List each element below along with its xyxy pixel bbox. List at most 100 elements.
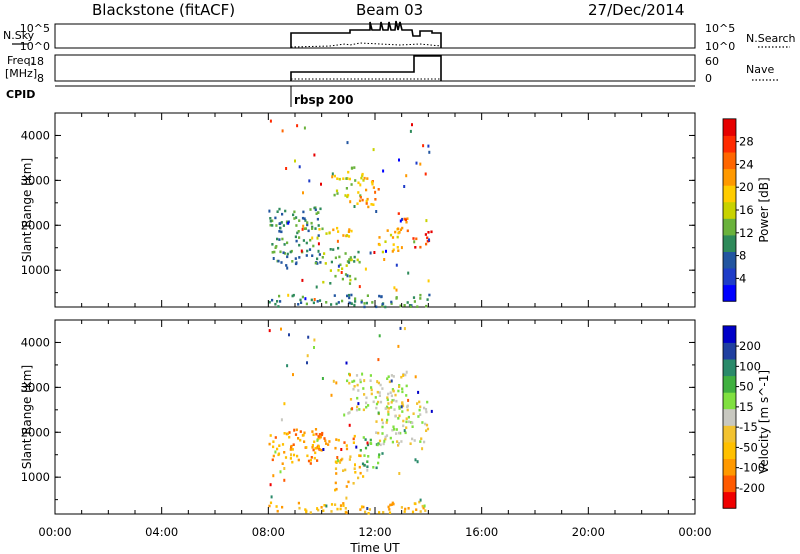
- velocity-cell: [377, 411, 380, 415]
- power-cell: [354, 297, 357, 300]
- power-cell: [383, 258, 386, 261]
- velocity-cell: [375, 466, 378, 470]
- velocity-cell: [370, 386, 373, 389]
- velocity-cell: [401, 387, 404, 391]
- power-cell: [334, 256, 337, 260]
- velocity-cell: [398, 472, 401, 475]
- velocity-cell: [306, 361, 308, 365]
- velocity-cell: [375, 402, 379, 406]
- power-colorbar-tick-label-1: 24: [739, 157, 754, 171]
- power-cell: [289, 250, 292, 254]
- velocity-cell: [377, 461, 380, 465]
- power-cell: [407, 271, 410, 275]
- power-cell: [314, 227, 317, 230]
- power-cell: [294, 159, 296, 163]
- velocity-cell: [297, 458, 300, 462]
- power-cell: [333, 193, 336, 197]
- velocity-cell: [292, 373, 294, 377]
- power-colorbar-label: Power [dB]: [757, 177, 771, 242]
- velocity-cell: [377, 455, 380, 459]
- velocity-cell: [406, 408, 409, 412]
- power-cell: [276, 300, 279, 303]
- power-cell: [342, 234, 345, 237]
- power-cell: [276, 237, 279, 241]
- velocity-cell: [363, 464, 366, 467]
- velocity-cell: [390, 374, 393, 377]
- power-cell: [302, 191, 304, 195]
- power-cell: [269, 223, 272, 227]
- power-cell: [408, 304, 412, 307]
- velocity-cell: [384, 435, 387, 439]
- velocity-cell: [400, 405, 403, 409]
- velocity-cell: [345, 444, 348, 447]
- power-cell: [315, 285, 318, 289]
- velocity-cell: [321, 377, 324, 380]
- power-cell: [361, 174, 364, 177]
- power-colorbar-swatch: [723, 135, 736, 153]
- power-cell: [329, 282, 332, 285]
- xtick-label-6: 00:00: [678, 525, 711, 539]
- velocity-cell: [409, 442, 412, 445]
- velocity-cell: [311, 430, 314, 433]
- velocity-cell: [362, 475, 365, 478]
- velocity-cell: [418, 500, 421, 504]
- power-ytick-label-1: 3000: [21, 173, 50, 187]
- velocity-cell: [375, 431, 378, 434]
- velocity-cell: [283, 478, 286, 482]
- power-cell: [271, 219, 274, 223]
- velocity-cell: [404, 431, 407, 435]
- power-colorbar-tick-label-5: 8: [739, 249, 746, 263]
- power-cell: [277, 305, 280, 308]
- velocity-cell: [355, 445, 358, 449]
- velocity-cell: [403, 510, 406, 513]
- velocity-colorbar-swatch: [723, 458, 736, 476]
- velocity-cell: [375, 420, 378, 423]
- velocity-cell: [359, 449, 362, 452]
- power-cell: [301, 216, 305, 220]
- velocity-cell: [407, 398, 410, 402]
- velocity-cell: [346, 379, 349, 383]
- velocity-cell: [292, 453, 296, 457]
- power-cell: [306, 223, 309, 227]
- velocity-cell: [335, 381, 338, 385]
- velocity-cell: [360, 505, 363, 509]
- velocity-cell: [313, 346, 315, 349]
- power-cell: [381, 250, 384, 254]
- velocity-cell: [313, 456, 316, 460]
- power-cell: [412, 237, 415, 240]
- power-cell: [321, 256, 324, 259]
- power-cell: [425, 242, 428, 246]
- power-cell: [274, 216, 277, 220]
- velocity-cell: [362, 505, 365, 509]
- power-cell: [333, 174, 336, 178]
- velocity-cell: [376, 443, 379, 447]
- power-cell: [301, 278, 304, 282]
- velocity-colorbar-tick-label-3: 15: [739, 400, 754, 414]
- power-cell: [317, 249, 320, 253]
- velocity-cell: [363, 454, 366, 457]
- power-cell: [323, 252, 326, 255]
- velocity-cell: [335, 461, 338, 464]
- velocity-cell: [390, 503, 393, 506]
- velocity-cell: [387, 505, 390, 509]
- velocity-cell: [425, 429, 428, 432]
- power-cell: [300, 249, 303, 253]
- power-cell: [385, 249, 387, 253]
- velocity-cell: [343, 441, 346, 444]
- power-cell: [412, 296, 416, 299]
- velocity-colorbar-frame: [722, 325, 737, 509]
- power-cell: [371, 301, 374, 304]
- cpid-panel: CPID rbsp 200: [6, 85, 695, 107]
- velocity-ytick-label-3: 1000: [21, 470, 50, 484]
- power-cell: [346, 274, 349, 278]
- xtick-label-4: 16:00: [465, 525, 498, 539]
- velocity-cell: [417, 415, 420, 418]
- velocity-cell: [352, 437, 355, 441]
- power-cell: [317, 224, 320, 227]
- velocity-cell: [418, 408, 421, 412]
- velocity-cell: [362, 387, 365, 390]
- velocity-cell: [369, 438, 372, 442]
- velocity-cell: [397, 389, 400, 393]
- power-cell: [349, 200, 352, 204]
- velocity-cell: [342, 469, 345, 472]
